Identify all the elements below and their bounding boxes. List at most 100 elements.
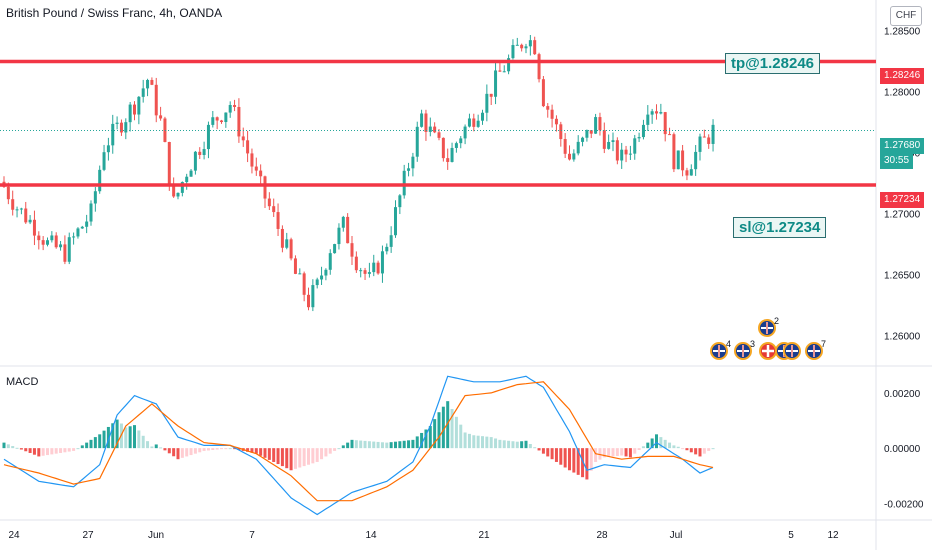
- currency-button[interactable]: CHF: [890, 6, 922, 26]
- candle-body: [111, 123, 115, 146]
- candle-body: [167, 141, 171, 186]
- candle-body: [672, 134, 676, 170]
- candle-body: [533, 40, 537, 55]
- macd-histogram-bar: [276, 448, 280, 465]
- macd-histogram-bar: [568, 448, 571, 471]
- macd-histogram-bar: [685, 448, 689, 451]
- candle-body: [494, 70, 498, 97]
- macd-histogram-bar: [411, 439, 415, 449]
- candle-body: [524, 46, 528, 49]
- macd-histogram-bar: [67, 448, 71, 452]
- candle-body: [602, 130, 606, 149]
- candle-body: [454, 143, 458, 148]
- candle-body: [485, 93, 489, 113]
- macd-histogram-bar: [333, 448, 337, 451]
- macd-histogram-bar: [59, 448, 63, 453]
- time-tick-label: 5: [788, 530, 794, 541]
- macd-histogram-bar: [24, 448, 28, 452]
- macd-histogram-bar: [637, 448, 641, 450]
- macd-histogram-bar: [446, 401, 450, 449]
- candle-body: [93, 191, 97, 204]
- macd-histogram-bar: [302, 448, 306, 467]
- candle-body: [363, 270, 367, 274]
- price-tick-label: 1.28000: [884, 88, 921, 99]
- macd-histogram-bar: [520, 441, 524, 449]
- macd-histogram-bar: [46, 448, 49, 456]
- candle-body: [402, 170, 406, 196]
- macd-histogram-bar: [124, 427, 128, 449]
- candle-body: [450, 147, 454, 162]
- macd-histogram-bar: [524, 440, 528, 449]
- macd-histogram-bar: [650, 438, 654, 449]
- candle-body: [481, 112, 484, 121]
- macd-histogram-bar: [324, 448, 328, 457]
- candle-body: [676, 150, 680, 170]
- candle-body: [476, 120, 480, 127]
- macd-histogram-bar: [180, 448, 184, 458]
- macd-histogram-bar: [15, 447, 19, 449]
- candle-body: [220, 120, 223, 123]
- macd-histogram-bar: [298, 448, 302, 468]
- macd-histogram-bar: [655, 434, 658, 449]
- macd-histogram-bar: [37, 448, 41, 457]
- macd-histogram-bar: [111, 423, 115, 449]
- macd-histogram-bar: [154, 444, 158, 449]
- macd-histogram-bar: [202, 448, 206, 451]
- candle-body: [276, 212, 280, 229]
- candle-body: [398, 195, 402, 208]
- macd-line: [3, 375, 714, 516]
- candle-body: [694, 151, 698, 170]
- candle-body: [185, 176, 189, 183]
- time-tick-label: 7: [249, 530, 255, 541]
- time-tick-label: 21: [478, 530, 490, 541]
- macd-histogram-bar: [102, 430, 106, 449]
- candle-body: [594, 117, 598, 134]
- candle-body: [589, 130, 593, 134]
- macd-histogram-bar: [176, 448, 180, 460]
- macd-histogram-bar: [489, 437, 493, 449]
- macd-histogram-bar: [93, 437, 97, 449]
- sl-annotation[interactable]: sl@1.27234: [733, 217, 827, 238]
- macd-histogram-bar: [633, 448, 637, 454]
- macd-histogram-bar: [80, 445, 84, 449]
- event-count: 7: [821, 339, 826, 349]
- macd-label: MACD: [6, 376, 39, 388]
- candle-body: [350, 243, 354, 257]
- candle-body: [568, 153, 571, 160]
- candle-body: [146, 79, 150, 89]
- candle-body: [585, 130, 589, 138]
- candle-body: [98, 169, 102, 192]
- candle-body: [159, 115, 163, 119]
- macd-histogram-bar: [328, 448, 332, 454]
- candle-body: [254, 166, 258, 171]
- macd-histogram-bar: [498, 439, 502, 449]
- candle-body: [380, 251, 384, 274]
- candle-body: [141, 88, 145, 97]
- candle-body: [307, 294, 310, 308]
- candle-body: [24, 208, 28, 223]
- candle-body: [337, 227, 341, 245]
- candle-body: [668, 134, 672, 136]
- candle-body: [472, 118, 476, 127]
- candle-body: [311, 285, 315, 308]
- macd-histogram-bar: [72, 448, 76, 451]
- candle-body: [607, 141, 611, 149]
- tp-annotation[interactable]: tp@1.28246: [725, 53, 821, 74]
- macd-histogram-bar: [572, 448, 576, 473]
- candle-body: [633, 138, 637, 154]
- candle-body: [559, 124, 563, 140]
- candle-body: [346, 216, 350, 244]
- candle-body: [189, 170, 193, 177]
- candle-body: [37, 235, 41, 241]
- macd-histogram-bar: [2, 442, 6, 449]
- candle-body: [467, 118, 471, 127]
- candle-body: [32, 219, 36, 236]
- candle-body: [611, 140, 615, 142]
- candle-body: [328, 253, 332, 270]
- macd-histogram-bar: [185, 448, 189, 457]
- macd-histogram-bar: [254, 448, 258, 454]
- macd-tick-label: 0.00200: [884, 389, 921, 400]
